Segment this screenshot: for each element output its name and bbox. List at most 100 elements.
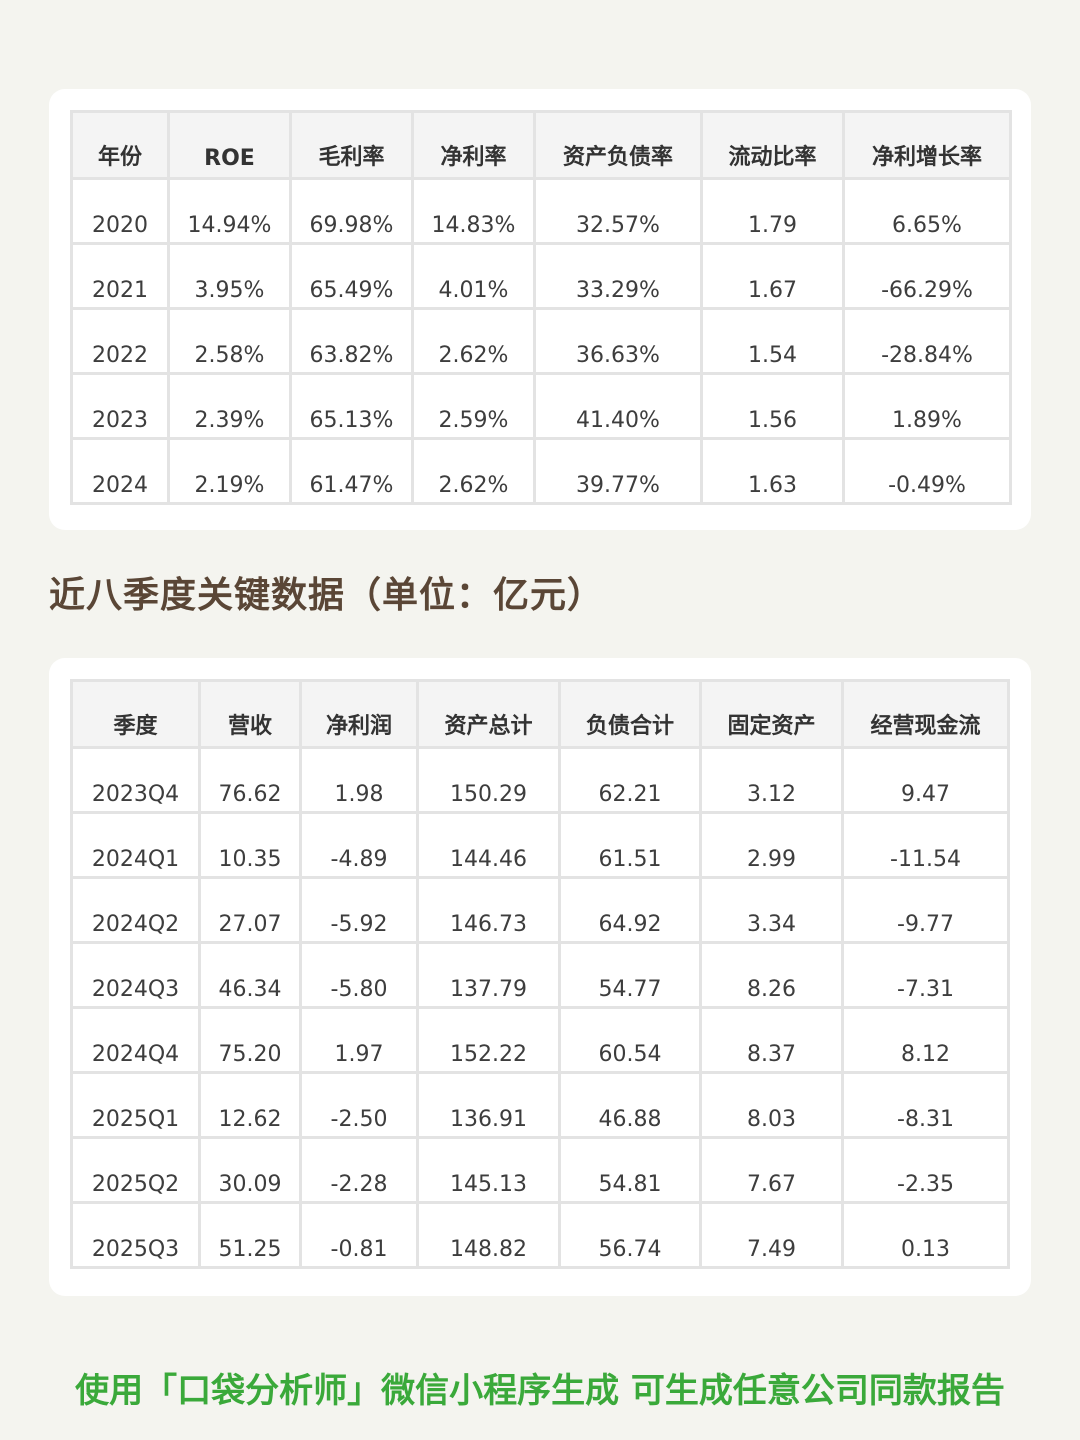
table-cell: 1.56: [700, 372, 845, 440]
table-cell: 144.46: [416, 811, 561, 879]
section-title: 近八季度关键数据（单位：亿元）: [49, 575, 605, 616]
table-cell: 4.01%: [411, 242, 536, 310]
column-header-year: 年份: [70, 110, 170, 180]
table-cell: 2024Q4: [70, 1006, 201, 1074]
table-cell: 1.63: [700, 437, 845, 505]
table-cell: 2.99: [699, 811, 844, 879]
table-cell: 10.35: [198, 811, 302, 879]
table-row: 2025Q1 12.62 -2.50 136.91 46.88 8.03 -8.…: [70, 1071, 1010, 1139]
table-cell: 63.82%: [289, 307, 414, 375]
table-cell: 2.62%: [411, 307, 536, 375]
quarterly-data-card: 季度 营收 净利润 资产总计 负债合计 固定资产 经营现金流 2023Q4 76…: [49, 658, 1031, 1296]
table-cell: 1.98: [299, 746, 419, 814]
table-header-row: 年份 ROE 毛利率 净利率 资产负债率 流动比率 净利增长率: [70, 110, 1012, 180]
table-cell: 46.34: [198, 941, 302, 1009]
table-cell: 137.79: [416, 941, 561, 1009]
table-cell: 2.59%: [411, 372, 536, 440]
table-row: 2020 14.94% 69.98% 14.83% 32.57% 1.79 6.…: [70, 177, 1012, 245]
table-cell: -9.77: [841, 876, 1010, 944]
table-row: 2023 2.39% 65.13% 2.59% 41.40% 1.56 1.89…: [70, 372, 1012, 440]
annual-metrics-table: 年份 ROE 毛利率 净利率 资产负债率 流动比率 净利增长率 2020 14.…: [70, 110, 1012, 505]
table-cell: -4.89: [299, 811, 419, 879]
table-cell: 2020: [70, 177, 170, 245]
table-cell: -0.81: [299, 1201, 419, 1269]
table-cell: 14.94%: [167, 177, 292, 245]
column-header-quarter: 季度: [70, 679, 201, 749]
column-header-total-assets: 资产总计: [416, 679, 561, 749]
table-cell: 148.82: [416, 1201, 561, 1269]
table-row: 2025Q3 51.25 -0.81 148.82 56.74 7.49 0.1…: [70, 1201, 1010, 1269]
table-cell: -2.35: [841, 1136, 1010, 1204]
table-cell: 2024Q3: [70, 941, 201, 1009]
table-cell: 2022: [70, 307, 170, 375]
table-row: 2022 2.58% 63.82% 2.62% 36.63% 1.54 -28.…: [70, 307, 1012, 375]
table-cell: 8.12: [841, 1006, 1010, 1074]
table-cell: 1.67: [700, 242, 845, 310]
table-cell: 2.39%: [167, 372, 292, 440]
table-cell: 136.91: [416, 1071, 561, 1139]
table-cell: 2025Q2: [70, 1136, 201, 1204]
table-cell: -5.80: [299, 941, 419, 1009]
table-cell: 65.13%: [289, 372, 414, 440]
table-cell: -2.50: [299, 1071, 419, 1139]
table-cell: 32.57%: [533, 177, 703, 245]
table-row: 2023Q4 76.62 1.98 150.29 62.21 3.12 9.47: [70, 746, 1010, 814]
table-cell: 7.49: [699, 1201, 844, 1269]
table-cell: 30.09: [198, 1136, 302, 1204]
table-cell: 2024: [70, 437, 170, 505]
table-cell: 76.62: [198, 746, 302, 814]
table-cell: 2025Q3: [70, 1201, 201, 1269]
table-cell: 3.12: [699, 746, 844, 814]
table-cell: 3.34: [699, 876, 844, 944]
table-cell: 1.89%: [842, 372, 1012, 440]
table-cell: 61.47%: [289, 437, 414, 505]
table-cell: -5.92: [299, 876, 419, 944]
table-cell: -28.84%: [842, 307, 1012, 375]
table-cell: 36.63%: [533, 307, 703, 375]
table-cell: 2023: [70, 372, 170, 440]
column-header-roe: ROE: [167, 110, 292, 180]
table-cell: -7.31: [841, 941, 1010, 1009]
table-cell: 41.40%: [533, 372, 703, 440]
table-cell: 69.98%: [289, 177, 414, 245]
table-cell: -2.28: [299, 1136, 419, 1204]
table-cell: 56.74: [558, 1201, 702, 1269]
table-cell: 1.79: [700, 177, 845, 245]
table-row: 2024Q4 75.20 1.97 152.22 60.54 8.37 8.12: [70, 1006, 1010, 1074]
table-cell: 2023Q4: [70, 746, 201, 814]
table-cell: 27.07: [198, 876, 302, 944]
table-cell: 2021: [70, 242, 170, 310]
table-cell: 2024Q1: [70, 811, 201, 879]
table-cell: 61.51: [558, 811, 702, 879]
table-cell: 6.65%: [842, 177, 1012, 245]
table-header-row: 季度 营收 净利润 资产总计 负债合计 固定资产 经营现金流: [70, 679, 1010, 749]
table-row: 2024 2.19% 61.47% 2.62% 39.77% 1.63 -0.4…: [70, 437, 1012, 505]
column-header-net-profit: 净利润: [299, 679, 419, 749]
table-cell: 14.83%: [411, 177, 536, 245]
table-cell: 0.13: [841, 1201, 1010, 1269]
column-header-debt-ratio: 资产负债率: [533, 110, 703, 180]
table-cell: 2.62%: [411, 437, 536, 505]
table-cell: 39.77%: [533, 437, 703, 505]
column-header-net-margin: 净利率: [411, 110, 536, 180]
column-header-fixed-assets: 固定资产: [699, 679, 844, 749]
table-cell: 46.88: [558, 1071, 702, 1139]
table-cell: 54.77: [558, 941, 702, 1009]
table-row: 2021 3.95% 65.49% 4.01% 33.29% 1.67 -66.…: [70, 242, 1012, 310]
column-header-total-liabilities: 负债合计: [558, 679, 702, 749]
table-cell: 75.20: [198, 1006, 302, 1074]
table-cell: 8.37: [699, 1006, 844, 1074]
quarterly-data-table: 季度 营收 净利润 资产总计 负债合计 固定资产 经营现金流 2023Q4 76…: [70, 679, 1010, 1269]
table-cell: 2.58%: [167, 307, 292, 375]
table-cell: 64.92: [558, 876, 702, 944]
table-cell: 8.26: [699, 941, 844, 1009]
table-row: 2024Q2 27.07 -5.92 146.73 64.92 3.34 -9.…: [70, 876, 1010, 944]
column-header-profit-growth: 净利增长率: [842, 110, 1012, 180]
table-cell: 65.49%: [289, 242, 414, 310]
column-header-revenue: 营收: [198, 679, 302, 749]
table-cell: -0.49%: [842, 437, 1012, 505]
table-row: 2025Q2 30.09 -2.28 145.13 54.81 7.67 -2.…: [70, 1136, 1010, 1204]
column-header-operating-cash-flow: 经营现金流: [841, 679, 1010, 749]
annual-metrics-card: 年份 ROE 毛利率 净利率 资产负债率 流动比率 净利增长率 2020 14.…: [49, 89, 1031, 530]
table-cell: 3.95%: [167, 242, 292, 310]
